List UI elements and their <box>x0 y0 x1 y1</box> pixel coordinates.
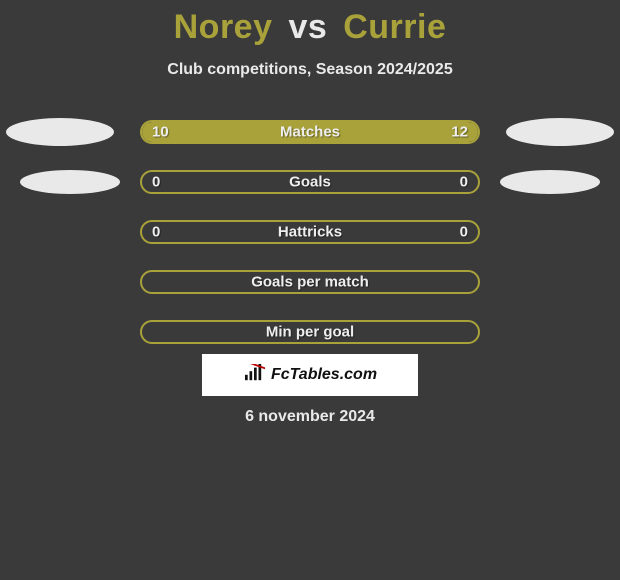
vs-label: vs <box>288 8 327 46</box>
stat-row: 0 0 Goals <box>0 168 620 196</box>
stat-bar: 0 0 Goals <box>140 170 480 194</box>
stat-bar: Min per goal <box>140 320 480 344</box>
stat-label: Goals per match <box>251 274 369 291</box>
stat-value-right: 0 <box>460 174 468 191</box>
player2-logo <box>500 170 600 194</box>
stat-label: Goals <box>289 174 331 191</box>
player1-logo <box>20 170 120 194</box>
stat-bar: 0 0 Hattricks <box>140 220 480 244</box>
stat-value-left: 0 <box>152 174 160 191</box>
player1-name: Norey <box>174 8 273 46</box>
subtitle: Club competitions, Season 2024/2025 <box>0 61 620 79</box>
player2-name: Currie <box>343 8 446 46</box>
stat-row: 10 12 Matches <box>0 118 620 146</box>
stat-label: Matches <box>280 124 340 141</box>
stat-row: Min per goal <box>0 318 620 346</box>
brand-text: FcTables.com <box>271 366 377 384</box>
stat-bar: 10 12 Matches <box>140 120 480 144</box>
stat-row: 0 0 Hattricks <box>0 218 620 246</box>
player2-logo <box>506 118 614 146</box>
footer-date: 6 november 2024 <box>0 408 620 426</box>
stat-label: Hattricks <box>278 224 342 241</box>
stat-value-left: 10 <box>152 124 169 141</box>
stat-row: Goals per match <box>0 268 620 296</box>
stat-bar: Goals per match <box>140 270 480 294</box>
stat-label: Min per goal <box>266 324 354 341</box>
stats-rows: 10 12 Matches 0 0 Goals 0 0 Hattricks Goals per m… <box>0 118 620 346</box>
stat-value-left: 0 <box>152 224 160 241</box>
comparison-card: Norey vs Currie Club competitions, Seaso… <box>0 0 620 580</box>
title-row: Norey vs Currie <box>0 0 620 47</box>
stat-value-right: 12 <box>451 124 468 141</box>
bar-chart-icon <box>243 364 265 387</box>
player1-logo <box>6 118 114 146</box>
brand-badge: FcTables.com <box>202 354 418 396</box>
stat-value-right: 0 <box>460 224 468 241</box>
